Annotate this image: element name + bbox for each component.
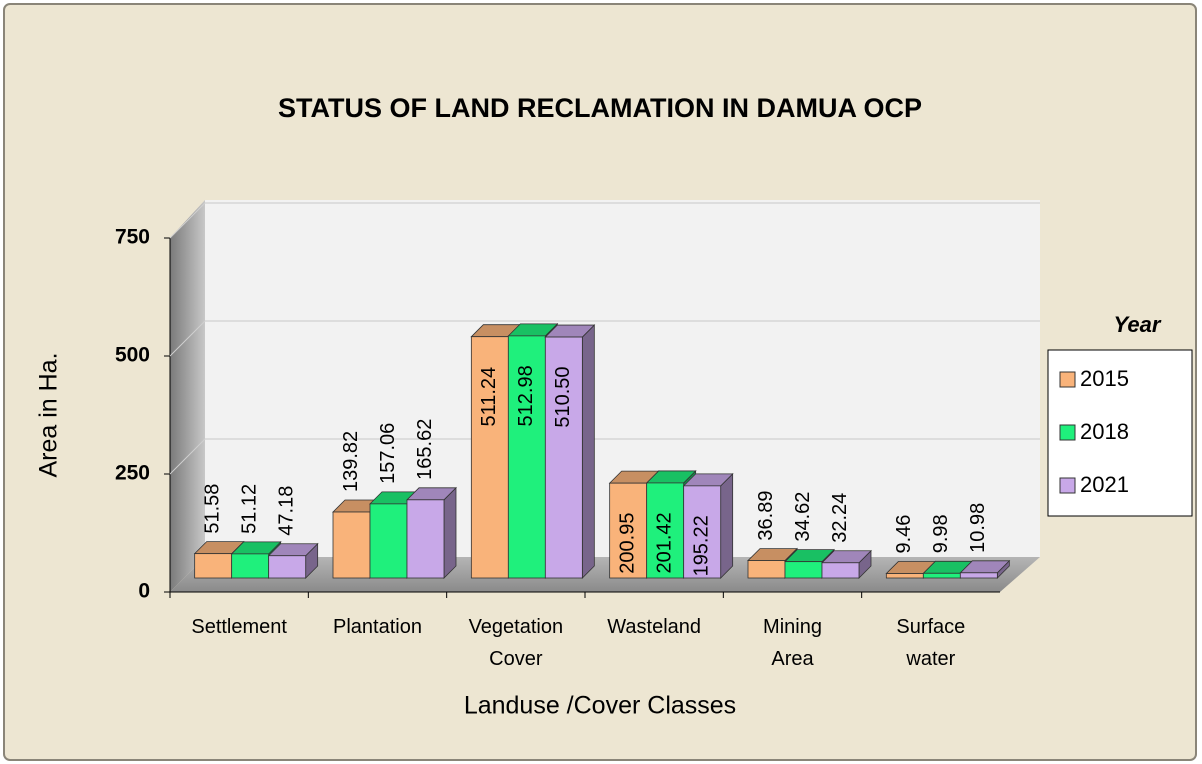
data-label: 32.24 (829, 493, 851, 543)
bar (959, 572, 998, 579)
grid-line (169, 202, 206, 239)
x-tick-label: Surface water (896, 616, 965, 670)
legend-swatch (1059, 371, 1076, 388)
legend-label: 2021 (1080, 472, 1129, 497)
side-wall (170, 200, 205, 592)
y-tick-label: 500 (115, 344, 150, 367)
data-label: 511.24 (478, 367, 500, 427)
bar-side (443, 486, 457, 579)
bar (646, 482, 685, 579)
legend-label: 2015 (1080, 366, 1129, 391)
data-label: 36.89 (755, 491, 777, 541)
data-label: 512.98 (515, 365, 537, 426)
bar (231, 553, 270, 579)
grid-line (169, 438, 206, 475)
data-label: 51.58 (201, 484, 223, 534)
x-tick-label-line: Area (771, 648, 814, 670)
x-tick-label: Wasteland (607, 616, 701, 638)
data-label: 139.82 (340, 431, 362, 492)
bar (885, 573, 924, 579)
bar (268, 555, 307, 579)
chart-title: STATUS OF LAND RECLAMATION IN DAMUA OCP (278, 93, 922, 123)
x-tick-label-line: Surface (896, 616, 965, 638)
data-label: 200.95 (616, 513, 638, 574)
data-label: 201.42 (653, 512, 675, 573)
bar (507, 335, 546, 579)
legend-label: 2018 (1080, 419, 1129, 444)
x-tick-label-line: Mining (763, 616, 822, 638)
bar (369, 503, 408, 579)
bar (470, 336, 509, 579)
x-tick-label-line: Settlement (191, 616, 287, 638)
bar (683, 485, 722, 579)
x-tick-label-line: Plantation (333, 616, 422, 638)
data-label: 9.46 (893, 515, 915, 554)
bar (821, 562, 860, 579)
legend-swatch (1059, 477, 1076, 494)
bar (194, 553, 233, 579)
data-label: 9.98 (930, 514, 952, 553)
x-tick-label-line: Wasteland (607, 616, 701, 638)
x-tick-label-line: Vegetation (469, 616, 564, 638)
bar (784, 561, 823, 579)
bar (406, 499, 445, 579)
bar-side (581, 324, 595, 579)
x-tick-label: Mining Area (763, 616, 822, 670)
x-tick-label-line: Cover (489, 648, 543, 670)
data-label: 10.98 (967, 503, 989, 553)
data-label: 34.62 (792, 492, 814, 542)
data-label: 165.62 (414, 419, 436, 480)
data-label: 47.18 (275, 486, 297, 536)
legend-title: Year (1114, 312, 1162, 337)
y-tick-label: 750 (115, 226, 150, 249)
data-label: 195.22 (690, 515, 712, 576)
x-tick-label: Vegetation Cover (469, 616, 564, 670)
y-tick-label: 250 (115, 462, 150, 485)
data-label: 510.50 (552, 366, 574, 427)
data-label: 51.12 (238, 484, 260, 534)
data-label: 157.06 (377, 423, 399, 484)
bar (747, 560, 786, 579)
y-axis-title: Area in Ha. (35, 352, 63, 477)
bar (609, 482, 648, 579)
x-tick-label: Plantation (333, 616, 422, 638)
grid-line (169, 320, 206, 357)
y-tick-label: 0 (138, 580, 150, 603)
bar (332, 511, 371, 579)
x-tick-label-line: water (905, 648, 955, 670)
legend-swatch (1059, 424, 1076, 441)
x-tick-label: Settlement (191, 616, 287, 638)
bar-side (720, 472, 734, 579)
bar (544, 336, 583, 579)
bar (922, 572, 961, 579)
x-axis-title: Landuse /Cover Classes (464, 692, 736, 720)
